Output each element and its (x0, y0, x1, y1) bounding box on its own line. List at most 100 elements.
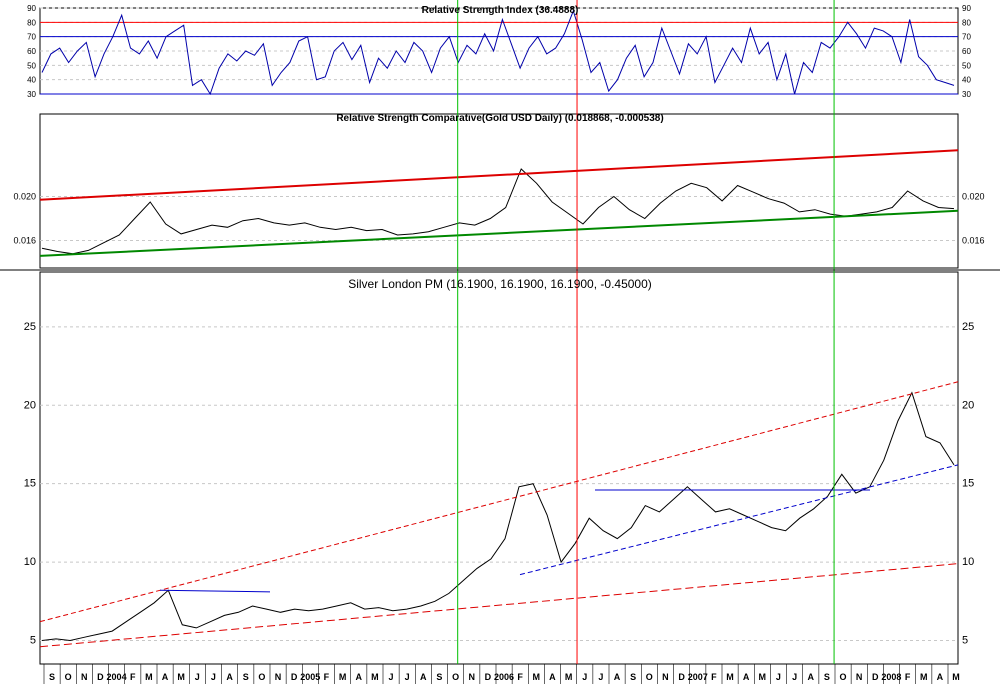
x-tick-label: N (662, 672, 669, 682)
x-tick-label: M (920, 672, 928, 682)
y-tick-label-right: 25 (962, 321, 974, 333)
y-tick-label-right: 70 (962, 33, 971, 42)
x-tick-label: M (533, 672, 541, 682)
series-line (41, 168, 955, 255)
series-line (41, 9, 955, 96)
lower-channel-line (39, 563, 959, 648)
y-tick-label: 0.020 (13, 192, 36, 202)
x-tick-label: O (65, 672, 72, 682)
x-tick-label: F (130, 672, 136, 682)
x-tick-label: S (49, 672, 55, 682)
x-tick-label: A (807, 672, 814, 682)
support-trendline (519, 464, 959, 576)
x-tick-label: 2007 (688, 672, 708, 682)
y-tick-label: 5 (30, 634, 36, 646)
y-tick-label-right: 80 (962, 18, 971, 27)
x-tick-label: A (355, 672, 362, 682)
x-tick-label: D (872, 672, 879, 682)
x-tick-label: M (565, 672, 573, 682)
x-tick-label: S (243, 672, 249, 682)
x-tick-label: A (614, 672, 621, 682)
x-tick-label: J (405, 672, 410, 682)
y-tick-label: 60 (27, 47, 36, 56)
x-tick-label: M (177, 672, 185, 682)
y-tick-label-right: 90 (962, 4, 971, 13)
y-tick-label-right: 20 (962, 399, 974, 411)
x-tick-label: D (485, 672, 492, 682)
x-tick-label: S (630, 672, 636, 682)
x-tick-label: J (582, 672, 587, 682)
y-tick-label: 0.016 (13, 236, 36, 246)
y-tick-label: 80 (27, 18, 36, 27)
x-tick-label: A (937, 672, 944, 682)
x-tick-label: D (291, 672, 298, 682)
y-tick-label-right: 0.020 (962, 192, 985, 202)
resistance-trendline (39, 149, 959, 201)
y-tick-label: 90 (27, 4, 36, 13)
rsc-title: Relative Strength Comparative(Gold USD D… (336, 113, 663, 124)
rsi-panel: 30 30 40 40 50 50 60 60 70 70 80 80 90 90 (27, 4, 971, 99)
x-tick-label: N (468, 672, 475, 682)
x-tick-label: N (856, 672, 863, 682)
x-tick-label: 2005 (300, 672, 320, 682)
x-tick-label: O (258, 672, 265, 682)
rsc-panel: 0.016 0.016 0.020 0.020 (13, 113, 985, 269)
y-tick-label-right: 40 (962, 76, 971, 85)
support-trendline (39, 209, 959, 257)
x-tick-label: M (339, 672, 347, 682)
x-tick-label: A (549, 672, 556, 682)
x-tick-label: A (743, 672, 750, 682)
y-tick-label-right: 10 (962, 556, 974, 568)
y-tick-label-right: 30 (962, 90, 971, 99)
x-tick-label: A (162, 672, 169, 682)
series-line (41, 391, 955, 642)
y-tick-label-right: 0.016 (962, 236, 985, 246)
x-tick-label: A (420, 672, 427, 682)
y-tick-label: 10 (24, 556, 36, 568)
x-tick-label: M (726, 672, 734, 682)
silver-panel: 5 5 10 10 15 15 20 20 25 25 (0, 0, 1000, 665)
x-tick-label: M (952, 672, 960, 682)
resistance-line (159, 589, 271, 593)
x-tick-label: A (226, 672, 233, 682)
x-tick-label: S (824, 672, 830, 682)
x-tick-label: M (371, 672, 379, 682)
x-tick-label: O (452, 672, 459, 682)
x-tick-label: J (776, 672, 781, 682)
upper-channel-line (39, 381, 959, 623)
x-tick-label: S (436, 672, 442, 682)
x-tick-label: J (598, 672, 603, 682)
x-axis: S O N D 2004 F M A M J J A S O N D 2005 F M A M J J A S O N D 2006 F M… (43, 664, 960, 684)
x-tick-label: D (678, 672, 685, 682)
y-tick-label: 20 (24, 399, 36, 411)
x-tick-label: N (275, 672, 282, 682)
x-tick-label: J (792, 672, 797, 682)
y-tick-label: 30 (27, 90, 36, 99)
x-tick-label: F (711, 672, 717, 682)
x-tick-label: 2004 (107, 672, 127, 682)
x-tick-label: F (905, 672, 911, 682)
x-tick-label: J (195, 672, 200, 682)
y-tick-label: 25 (24, 321, 36, 333)
y-tick-label-right: 15 (962, 478, 974, 490)
x-tick-label: F (517, 672, 523, 682)
x-tick-label: N (81, 672, 88, 682)
plot-frame (39, 113, 959, 269)
x-tick-label: M (145, 672, 153, 682)
y-tick-label-right: 50 (962, 61, 971, 70)
x-tick-label: F (324, 672, 330, 682)
plot-frame (39, 271, 959, 665)
x-tick-label: D (97, 672, 104, 682)
x-tick-label: M (759, 672, 767, 682)
y-tick-label: 70 (27, 33, 36, 42)
x-tick-label: J (211, 672, 216, 682)
y-tick-label-right: 5 (962, 634, 968, 646)
x-tick-label: 2006 (494, 672, 514, 682)
silver-title: Silver London PM (16.1900, 16.1900, 16.1… (348, 277, 652, 291)
x-tick-label: O (839, 672, 846, 682)
y-tick-label: 40 (27, 76, 36, 85)
x-tick-label: J (388, 672, 393, 682)
x-tick-label: 2008 (881, 672, 901, 682)
y-tick-label-right: 60 (962, 47, 971, 56)
